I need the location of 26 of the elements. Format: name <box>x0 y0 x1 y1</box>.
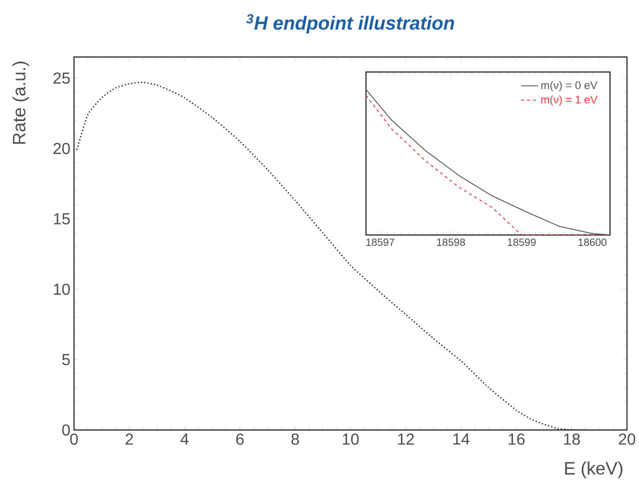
x-tick-label: 18 <box>564 434 580 445</box>
x-tick-label: 6 <box>236 434 244 445</box>
x-tick-label: 18597 <box>366 238 394 246</box>
x-tick-label: 12 <box>398 434 414 445</box>
x-axis-title: E (keV) <box>565 461 622 478</box>
x-tick-label: 16 <box>508 434 525 445</box>
y-axis-title: Rate (a.u.) <box>12 62 30 144</box>
chart-title: $^{3}$H endpoint illustration <box>246 14 454 34</box>
x-tick-label: 18599 <box>508 238 536 246</box>
y-tick-label: 20 <box>54 142 70 154</box>
y-tick-label: 0 <box>62 424 70 436</box>
x-tick-label: 8 <box>291 434 299 445</box>
x-tick-label: 2 <box>126 434 133 445</box>
y-tick-label: 15 <box>54 213 70 224</box>
x-tick-label: 20 <box>618 434 636 445</box>
x-tick-label: 10 <box>342 434 359 445</box>
y-tick-label: 5 <box>62 354 70 366</box>
y-tick-label: 10 <box>54 284 70 295</box>
x-tick-label: 18600 <box>578 238 606 246</box>
x-tick-label: 4 <box>180 434 189 444</box>
x-tick-label: 14 <box>453 434 470 444</box>
y-tick-label: 25 <box>54 72 70 84</box>
legend-label: m(ν) = 1 eV <box>541 95 598 106</box>
x-tick-label: 18598 <box>437 238 465 246</box>
x-tick-label: 0 <box>70 434 78 445</box>
legend-label: m(ν) = 0 eV <box>541 81 598 92</box>
